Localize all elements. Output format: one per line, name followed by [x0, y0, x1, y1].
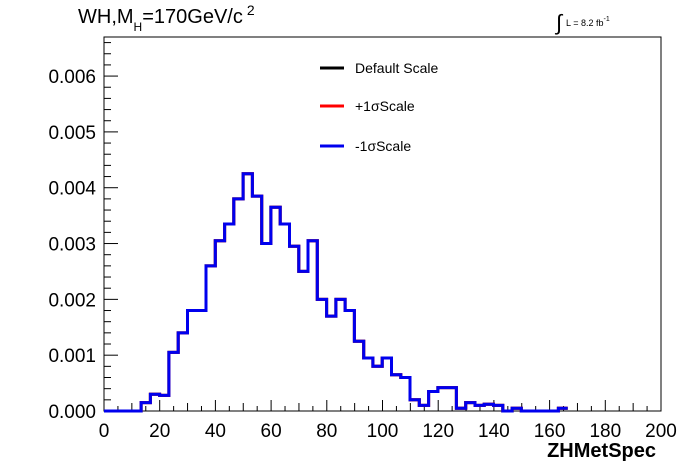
y-tick-label: 0.004 [48, 179, 96, 200]
x-tick-label: 40 [205, 421, 226, 442]
y-tick-label: 0.002 [48, 290, 96, 311]
luminosity-text: L = 8.2 fb [566, 18, 604, 28]
luminosity-superscript: -1 [603, 16, 610, 23]
series-line-1 [104, 172, 568, 413]
x-tick-label: 160 [534, 421, 566, 442]
y-tick-label: 0.001 [48, 346, 96, 367]
x-tick-label: 80 [316, 421, 337, 442]
y-tick-label: 0.000 [48, 402, 96, 423]
series-line-2 [104, 172, 568, 413]
x-tick-label: 200 [645, 421, 677, 442]
title-main: WH,M [78, 6, 134, 28]
title-mid: =170GeV/c [142, 6, 243, 28]
legend-label-0: Default Scale [355, 60, 438, 76]
legend-label-2: -1σScale [355, 138, 411, 154]
series-line-0 [104, 172, 568, 413]
chart-title: WH,MH=170GeV/c 2 [78, 2, 255, 34]
x-tick-label: 60 [261, 421, 282, 442]
x-tick-label: 0 [99, 421, 110, 442]
x-axis-label: ZHMetSpec [547, 440, 656, 462]
x-tick-label: 20 [149, 421, 170, 442]
y-tick-label: 0.003 [48, 235, 96, 256]
x-tick-label: 140 [478, 421, 510, 442]
title-superscript: 2 [246, 2, 255, 18]
integral-symbol: ∫ [556, 10, 563, 35]
plot-frame [103, 36, 662, 412]
legend-label-1: +1σScale [355, 98, 415, 114]
x-tick-label: 100 [367, 421, 399, 442]
title-subscript: H [133, 20, 143, 34]
x-tick-label: 120 [422, 421, 454, 442]
luminosity-label: ∫ L = 8.2 fb-1 [556, 6, 610, 35]
y-tick-label: 0.006 [48, 67, 96, 88]
y-tick-label: 0.005 [48, 123, 96, 144]
x-tick-label: 180 [589, 421, 621, 442]
